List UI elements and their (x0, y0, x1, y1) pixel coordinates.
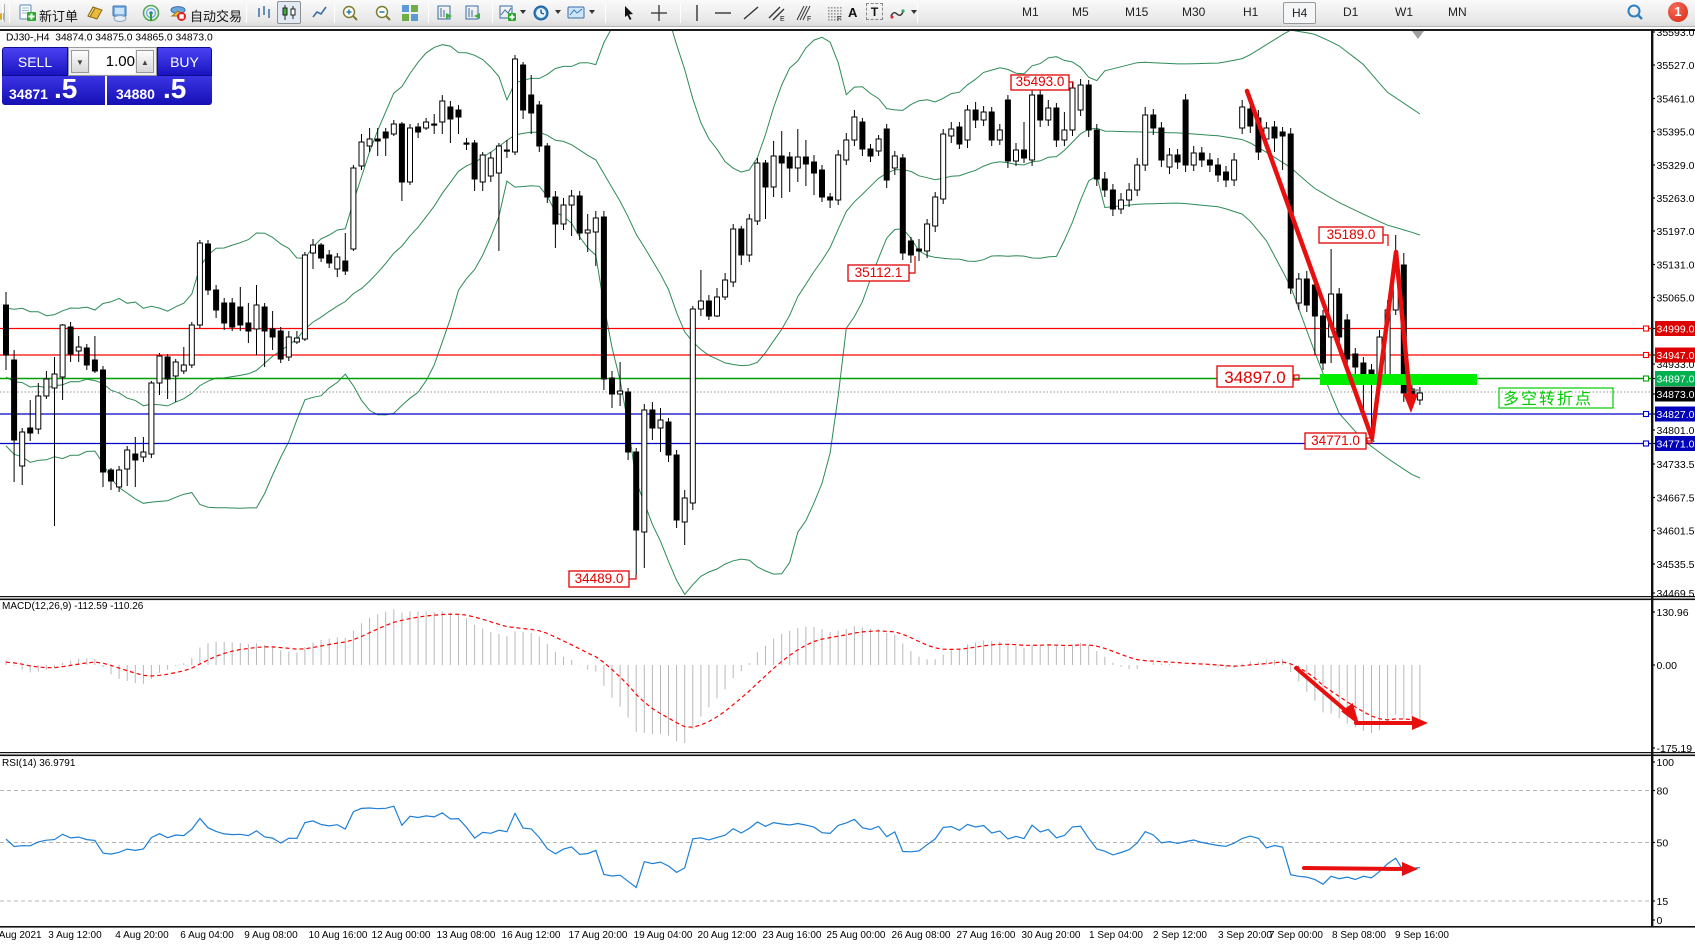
svg-text:35189.0: 35189.0 (1327, 227, 1376, 242)
svg-text:80: 80 (1657, 786, 1669, 798)
svg-text:15: 15 (1657, 896, 1669, 908)
svg-text:34801.0: 34801.0 (1657, 425, 1695, 437)
svg-text:17 Aug 20:00: 17 Aug 20:00 (569, 930, 628, 941)
svg-text:34771.0: 34771.0 (1657, 439, 1695, 451)
svg-text:25 Aug 00:00: 25 Aug 00:00 (827, 930, 886, 941)
svg-text:9 Sep 16:00: 9 Sep 16:00 (1395, 930, 1449, 941)
svg-text:34873.0: 34873.0 (1657, 389, 1695, 401)
svg-text:34667.5: 34667.5 (1657, 493, 1695, 505)
svg-text:34999.0: 34999.0 (1657, 324, 1695, 336)
svg-text:19 Aug 04:00: 19 Aug 04:00 (634, 930, 693, 941)
svg-text:34469.5: 34469.5 (1657, 588, 1695, 600)
svg-text:35527.0: 35527.0 (1657, 60, 1695, 72)
svg-text:35493.0: 35493.0 (1016, 74, 1065, 89)
svg-text:35065.0: 35065.0 (1657, 293, 1695, 305)
svg-text:100: 100 (1657, 757, 1675, 769)
svg-text:RSI(14) 36.9791: RSI(14) 36.9791 (2, 758, 76, 769)
svg-text:34601.5: 34601.5 (1657, 526, 1695, 538)
svg-text:多空转折点: 多空转折点 (1503, 390, 1593, 408)
svg-text:50: 50 (1657, 838, 1669, 850)
svg-text:35461.0: 35461.0 (1657, 94, 1695, 106)
svg-text:7 Sep 00:00: 7 Sep 00:00 (1269, 930, 1323, 941)
svg-text:35131.0: 35131.0 (1657, 260, 1695, 272)
svg-text:34827.0: 34827.0 (1657, 409, 1695, 421)
svg-text:34733.5: 34733.5 (1657, 459, 1695, 471)
svg-text:3 Aug 12:00: 3 Aug 12:00 (48, 930, 102, 941)
svg-text:E: E (780, 16, 785, 22)
svg-text:2 Sep 12:00: 2 Sep 12:00 (1153, 930, 1207, 941)
svg-text:0: 0 (1657, 915, 1663, 927)
svg-text:0.00: 0.00 (1657, 660, 1678, 672)
svg-text:34535.5: 34535.5 (1657, 559, 1695, 571)
svg-text:3 Sep 20:00: 3 Sep 20:00 (1218, 930, 1272, 941)
svg-text:35395.0: 35395.0 (1657, 127, 1695, 139)
svg-text:DJ30-,H4 34874.0 34875.0 3486: DJ30-,H4 34874.0 34875.0 34865.0 34873.0 (6, 33, 213, 44)
svg-text:30 Aug 20:00: 30 Aug 20:00 (1022, 930, 1081, 941)
svg-text:34771.0: 34771.0 (1311, 433, 1360, 448)
svg-text:26 Aug 08:00: 26 Aug 08:00 (892, 930, 951, 941)
svg-text:9 Aug 08:00: 9 Aug 08:00 (244, 930, 298, 941)
svg-text:35263.0: 35263.0 (1657, 193, 1695, 205)
svg-text:34897.0: 34897.0 (1657, 374, 1695, 386)
svg-text:4 Aug 20:00: 4 Aug 20:00 (115, 930, 169, 941)
svg-text:8 Sep 08:00: 8 Sep 08:00 (1332, 930, 1386, 941)
svg-text:F: F (837, 16, 841, 22)
svg-text:1 Sep 04:00: 1 Sep 04:00 (1089, 930, 1143, 941)
svg-text:130.96: 130.96 (1657, 607, 1689, 619)
svg-text:MACD(12,26,9) -112.59 -110.26: MACD(12,26,9) -112.59 -110.26 (2, 601, 144, 612)
svg-text:34897.0: 34897.0 (1224, 368, 1285, 387)
svg-text:34947.0: 34947.0 (1657, 350, 1695, 362)
svg-text:23 Aug 16:00: 23 Aug 16:00 (763, 930, 822, 941)
svg-text:2 Aug 2021: 2 Aug 2021 (0, 930, 42, 941)
svg-text:27 Aug 16:00: 27 Aug 16:00 (957, 930, 1016, 941)
svg-text:10 Aug 16:00: 10 Aug 16:00 (309, 930, 368, 941)
svg-text:-175.19: -175.19 (1657, 743, 1693, 755)
svg-text:34489.0: 34489.0 (575, 571, 624, 586)
svg-text:12 Aug 00:00: 12 Aug 00:00 (372, 930, 431, 941)
svg-text:35112.1: 35112.1 (855, 265, 903, 280)
svg-text:35593.0: 35593.0 (1657, 27, 1695, 39)
svg-text:20 Aug 12:00: 20 Aug 12:00 (698, 930, 757, 941)
svg-text:F: F (807, 16, 811, 22)
svg-text:6 Aug 04:00: 6 Aug 04:00 (180, 930, 234, 941)
svg-text:35329.0: 35329.0 (1657, 160, 1695, 172)
svg-text:16 Aug 12:00: 16 Aug 12:00 (502, 930, 561, 941)
svg-text:35197.0: 35197.0 (1657, 226, 1695, 238)
svg-text:13 Aug 08:00: 13 Aug 08:00 (437, 930, 496, 941)
